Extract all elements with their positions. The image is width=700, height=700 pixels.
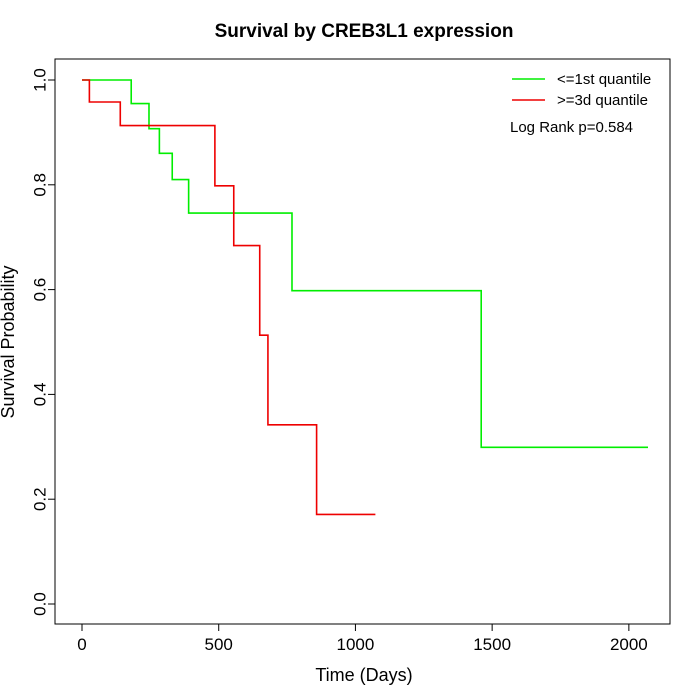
series-line-1: [82, 79, 648, 449]
plot-frame: [54, 58, 671, 625]
legend-label-2: >=3d quantile: [557, 92, 648, 109]
y-tick-label: 0.2: [30, 487, 49, 511]
series-line-2: [82, 79, 376, 516]
y-tick-label: 0.4: [30, 383, 49, 407]
series-layer: [82, 79, 648, 516]
x-axis: 0 500 1000 1500 2000: [77, 623, 648, 654]
y-tick-label: 0.6: [30, 278, 49, 302]
x-tick-label: 500: [205, 635, 233, 654]
log-rank-annotation: Log Rank p=0.584: [510, 119, 633, 136]
x-tick-label: 1500: [473, 635, 511, 654]
y-tick-label: 0.8: [30, 173, 49, 197]
x-tick-label: 2000: [610, 635, 648, 654]
y-tick-label: 0.0: [30, 592, 49, 616]
chart-title: Survival by CREB3L1 expression: [215, 21, 514, 42]
x-tick-label: 0: [77, 635, 86, 654]
x-axis-label: Time (Days): [315, 665, 412, 685]
y-tick-label: 1.0: [30, 68, 49, 92]
y-axis: 0.0 0.2 0.4 0.6 0.8 1.0: [30, 68, 56, 616]
legend-label-1: <=1st quantile: [557, 71, 651, 88]
legend: <=1st quantile >=3d quantile: [512, 71, 651, 109]
y-axis-label: Survival Probability: [0, 265, 18, 418]
x-tick-label: 1000: [337, 635, 375, 654]
